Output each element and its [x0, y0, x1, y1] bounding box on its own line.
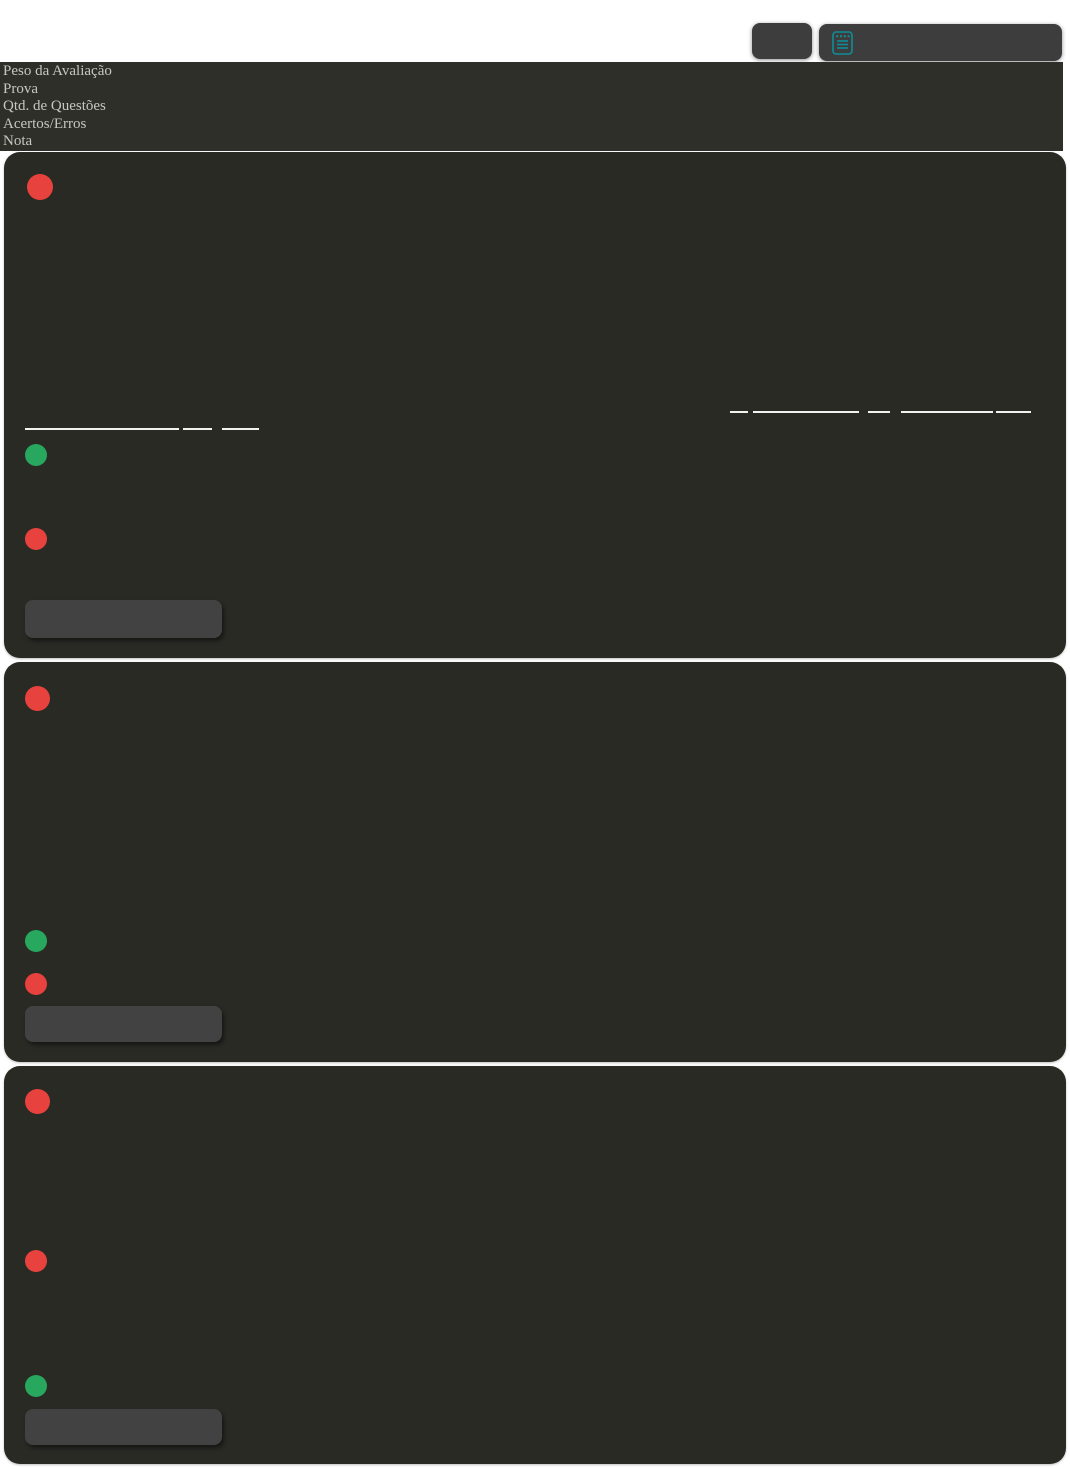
link-underline[interactable]: [183, 428, 212, 430]
question-card-2: [4, 662, 1066, 1062]
status-dot-red: [25, 528, 47, 550]
link-underline[interactable]: [222, 428, 259, 430]
toolbar-small-button[interactable]: [752, 23, 812, 59]
summary-row-acertos: Acertos/Erros: [3, 115, 87, 132]
notepad-icon: [832, 30, 853, 55]
top-toolbar: [0, 0, 1070, 62]
link-underline[interactable]: [901, 411, 993, 413]
card-action-button[interactable]: [25, 1006, 222, 1042]
toolbar-notepad-button[interactable]: [819, 24, 1062, 61]
question-card-1: [4, 152, 1066, 658]
status-dot-green: [25, 444, 47, 466]
status-dot-red: [25, 973, 47, 995]
status-dot-red: [25, 686, 50, 711]
link-underline[interactable]: [25, 428, 179, 430]
question-card-3: [4, 1066, 1066, 1464]
summary-row-prova: Prova: [3, 80, 38, 97]
results-summary-header: Peso da Avaliação Prova Qtd. de Questões…: [0, 62, 1063, 151]
link-underline[interactable]: [730, 411, 748, 413]
summary-row-peso: Peso da Avaliação: [3, 63, 112, 79]
card-action-button[interactable]: [25, 1409, 222, 1445]
status-dot-red: [25, 1089, 50, 1114]
link-underline[interactable]: [868, 411, 890, 413]
link-underline[interactable]: [996, 411, 1031, 413]
card-action-button[interactable]: [25, 600, 222, 638]
summary-row-questoes: Qtd. de Questões: [3, 98, 106, 115]
status-dot-green: [25, 1375, 47, 1397]
status-dot-green: [25, 930, 47, 952]
link-underline[interactable]: [753, 411, 859, 413]
summary-row-nota: Nota: [3, 133, 33, 150]
status-dot-red: [27, 174, 53, 200]
status-dot-red: [25, 1250, 47, 1272]
